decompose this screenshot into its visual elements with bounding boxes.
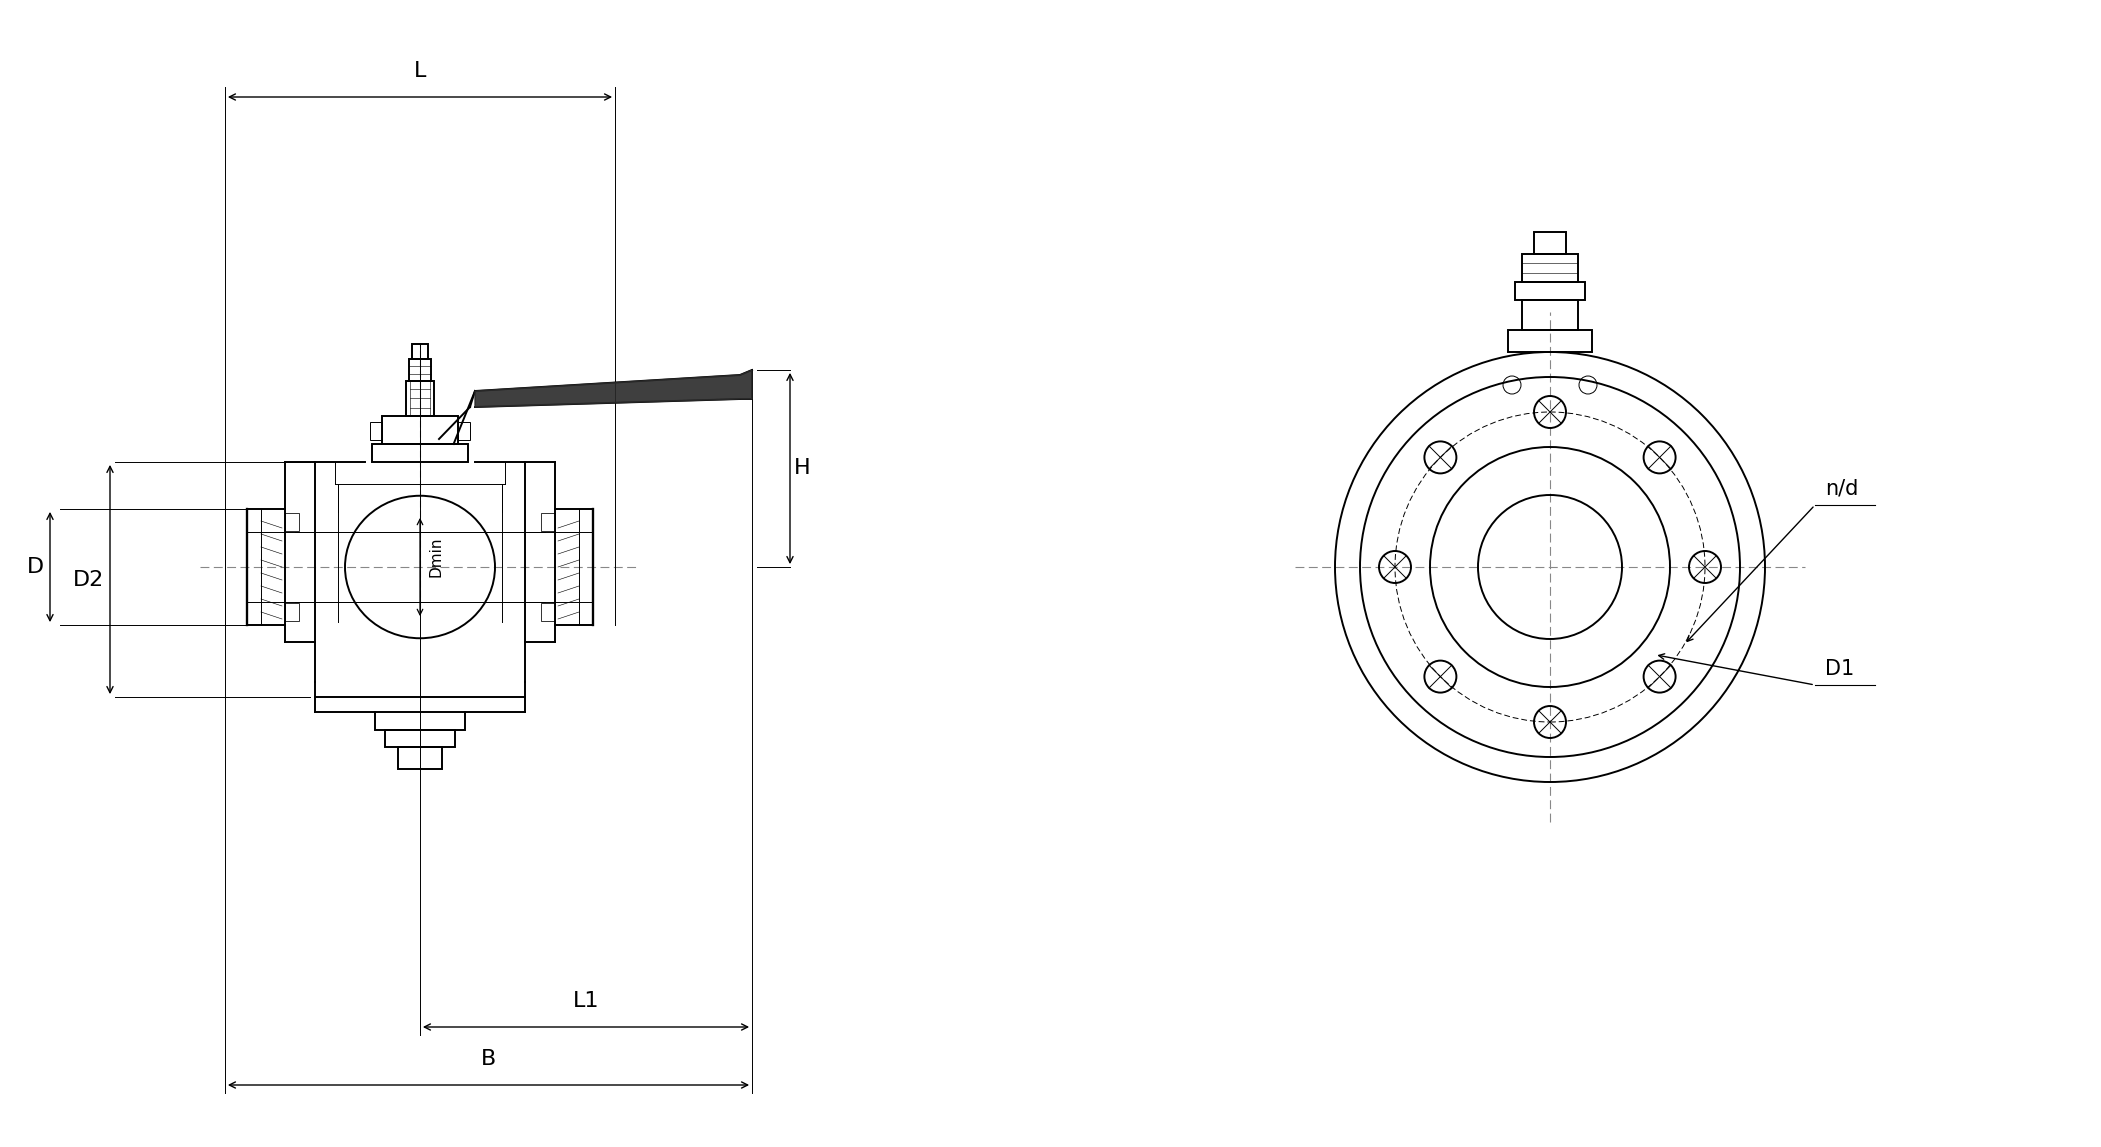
Bar bbox=[1521, 253, 1578, 282]
Bar bbox=[405, 381, 435, 416]
Text: B: B bbox=[481, 1050, 496, 1069]
Bar bbox=[286, 513, 298, 531]
Bar bbox=[370, 422, 382, 440]
Polygon shape bbox=[475, 370, 752, 407]
Text: D: D bbox=[27, 557, 44, 577]
Bar bbox=[397, 747, 441, 768]
Text: n/d: n/d bbox=[1826, 479, 1859, 499]
Bar bbox=[412, 344, 429, 359]
Text: D1: D1 bbox=[1826, 660, 1855, 679]
Text: L: L bbox=[414, 61, 427, 81]
Bar bbox=[384, 729, 456, 747]
Bar bbox=[286, 603, 298, 621]
Text: H: H bbox=[794, 459, 811, 478]
Text: Dmin: Dmin bbox=[429, 537, 443, 577]
Bar bbox=[410, 359, 431, 381]
Text: L1: L1 bbox=[574, 991, 599, 1011]
Bar bbox=[540, 603, 555, 621]
Bar bbox=[1515, 282, 1584, 301]
Bar bbox=[1521, 301, 1578, 330]
Bar bbox=[1534, 232, 1565, 253]
Bar bbox=[540, 513, 555, 531]
Bar bbox=[372, 444, 469, 462]
Bar bbox=[382, 416, 458, 444]
Bar bbox=[374, 712, 464, 729]
Text: D2: D2 bbox=[74, 570, 105, 590]
Bar bbox=[1509, 330, 1593, 352]
Bar bbox=[458, 422, 471, 440]
